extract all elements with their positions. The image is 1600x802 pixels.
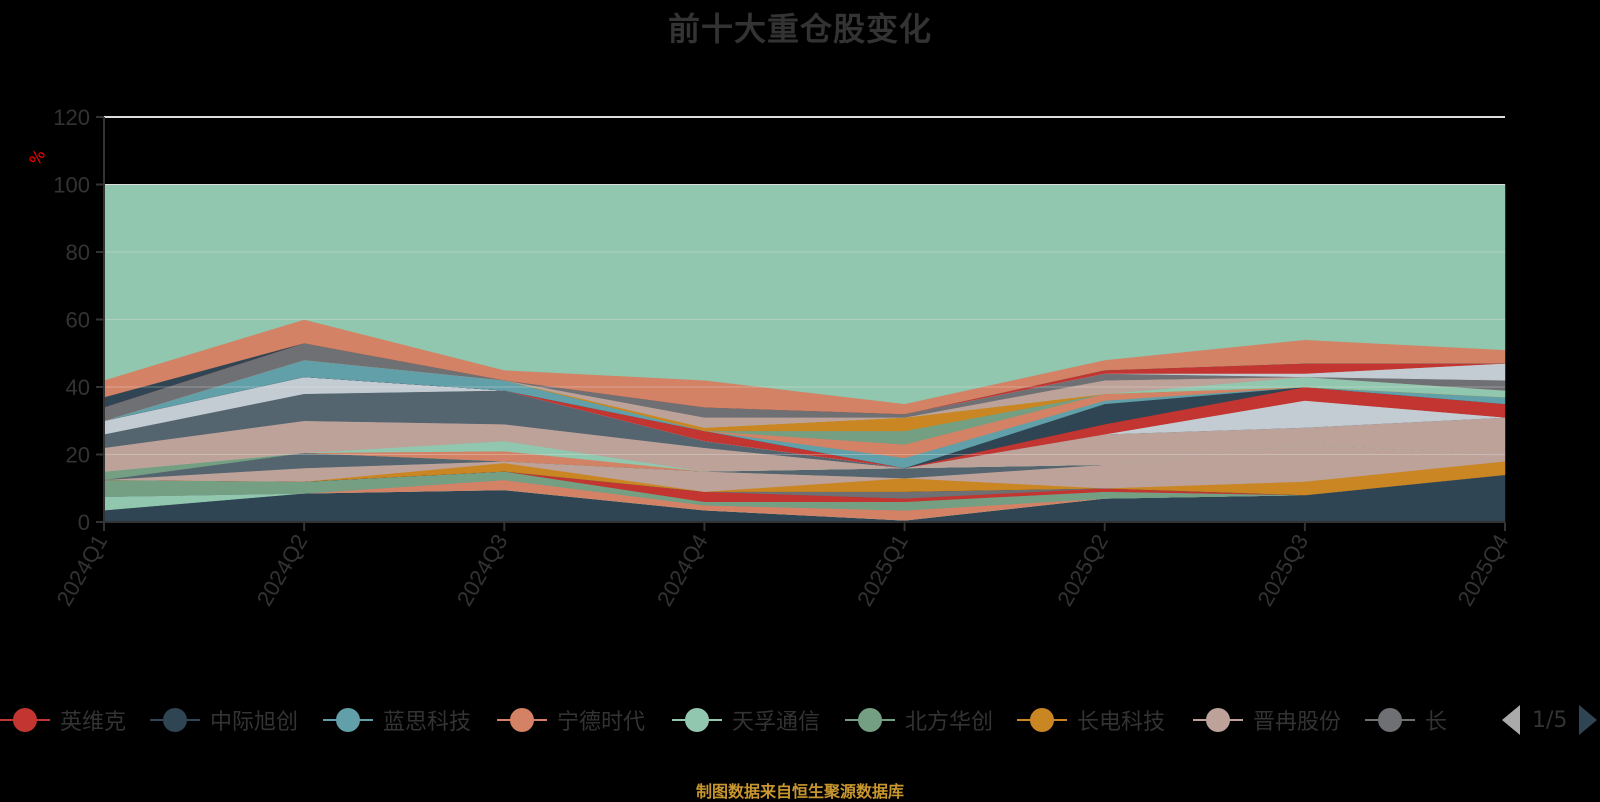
legend-item[interactable]: 中际旭创 — [150, 700, 298, 740]
legend-item[interactable]: 英维克 — [0, 700, 126, 740]
x-tick-label: 2024Q2 — [252, 530, 313, 610]
legend-item[interactable]: 长 — [1365, 700, 1447, 740]
y-tick-label: 20 — [66, 443, 90, 468]
y-tick-label: 40 — [66, 375, 90, 400]
legend-label: 天孚通信 — [732, 710, 821, 735]
x-tick-label: 2025Q3 — [1252, 530, 1313, 610]
legend-item[interactable]: 宁德时代 — [497, 700, 645, 740]
legend-label: 中际旭创 — [210, 710, 299, 735]
y-tick-label: 60 — [66, 308, 90, 333]
legend-marker-icon — [323, 708, 373, 732]
legend-marker-icon — [497, 708, 547, 732]
legend-marker-icon — [845, 708, 895, 732]
area-layers — [103, 184, 1506, 523]
legend-label: 蓝思科技 — [383, 710, 472, 735]
y-tick-label: 100 — [53, 173, 90, 198]
legend: 英维克 中际旭创 蓝思科技 宁德时代 天孚通信 北方华创 长电科技 晋冉股份 长 — [0, 700, 1600, 740]
legend-pager: 1/5 — [1502, 704, 1598, 736]
legend-item[interactable]: 晋冉股份 — [1193, 700, 1341, 740]
y-tick-label: 120 — [53, 105, 90, 130]
data-source-note: 制图数据来自恒生聚源数据库 — [695, 782, 904, 801]
legend-overflow-mask — [1468, 700, 1498, 740]
legend-prev-page-icon[interactable] — [1502, 705, 1520, 735]
grid-lines — [104, 116, 1505, 455]
legend-label: 宁德时代 — [557, 710, 646, 735]
legend-label: 长 — [1425, 710, 1448, 735]
x-tick-label: 2025Q4 — [1453, 530, 1514, 610]
legend-item[interactable]: 天孚通信 — [672, 700, 820, 740]
legend-marker-icon — [672, 708, 722, 732]
legend-label: 晋冉股份 — [1253, 710, 1342, 735]
legend-label: 英维克 — [60, 710, 127, 735]
legend-marker-icon — [150, 708, 200, 732]
y-tick-label: 80 — [66, 240, 90, 265]
x-tick-label: 2024Q1 — [52, 530, 113, 610]
x-tick-label: 2025Q1 — [852, 530, 913, 610]
legend-marker-icon — [1193, 708, 1243, 732]
legend-page-indicator: 1/5 — [1532, 707, 1568, 733]
legend-item[interactable]: 长电科技 — [1017, 700, 1165, 740]
legend-label: 长电科技 — [1077, 710, 1166, 735]
chart-title: 前十大重仓股变化 — [667, 10, 932, 48]
x-tick-label: 2024Q3 — [452, 530, 513, 610]
y-tick-label: 0 — [78, 510, 90, 535]
legend-item[interactable]: 北方华创 — [845, 700, 993, 740]
legend-item[interactable]: 蓝思科技 — [323, 700, 471, 740]
y-axis-label: % — [25, 146, 49, 169]
stacked-area-chart: 0 20 40 60 80 100 120% 2024Q1 2024Q2 2024Q3 2024Q4… — [25, 105, 1514, 610]
legend-marker-icon — [1017, 708, 1067, 732]
legend-marker-icon — [0, 708, 50, 732]
legend-marker-icon — [1365, 708, 1415, 732]
x-tick-label: 2024Q4 — [652, 530, 713, 610]
x-tick-label: 2025Q2 — [1052, 530, 1113, 610]
legend-label: 北方华创 — [905, 710, 994, 735]
legend-next-page-icon[interactable] — [1579, 705, 1598, 735]
